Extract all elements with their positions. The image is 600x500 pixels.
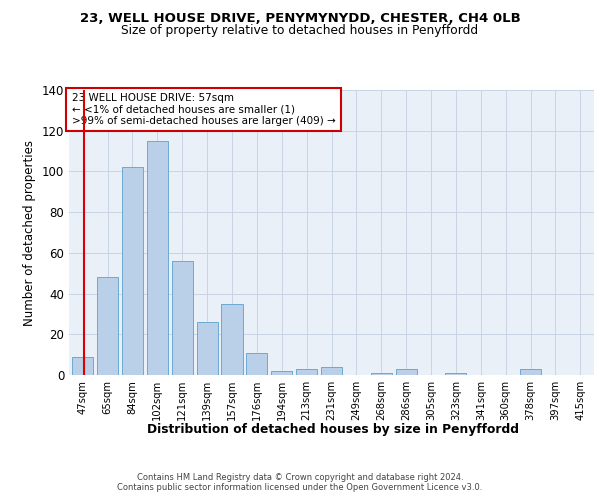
- Bar: [271, 371, 292, 375]
- Bar: [296, 369, 317, 375]
- Bar: [72, 356, 93, 375]
- Bar: [520, 369, 541, 375]
- Bar: [445, 373, 466, 375]
- Bar: [246, 352, 268, 375]
- Bar: [221, 304, 242, 375]
- Text: 23 WELL HOUSE DRIVE: 57sqm
← <1% of detached houses are smaller (1)
>99% of semi: 23 WELL HOUSE DRIVE: 57sqm ← <1% of deta…: [71, 93, 335, 126]
- Text: Size of property relative to detached houses in Penyffordd: Size of property relative to detached ho…: [121, 24, 479, 37]
- Text: Contains public sector information licensed under the Open Government Licence v3: Contains public sector information licen…: [118, 484, 482, 492]
- Text: 23, WELL HOUSE DRIVE, PENYMYNYDD, CHESTER, CH4 0LB: 23, WELL HOUSE DRIVE, PENYMYNYDD, CHESTE…: [80, 12, 520, 26]
- Bar: [371, 373, 392, 375]
- Bar: [97, 278, 118, 375]
- Bar: [172, 261, 193, 375]
- Bar: [122, 168, 143, 375]
- Bar: [197, 322, 218, 375]
- Bar: [395, 369, 417, 375]
- Bar: [147, 141, 168, 375]
- Text: Distribution of detached houses by size in Penyffordd: Distribution of detached houses by size …: [147, 422, 519, 436]
- Bar: [321, 367, 342, 375]
- Y-axis label: Number of detached properties: Number of detached properties: [23, 140, 36, 326]
- Text: Contains HM Land Registry data © Crown copyright and database right 2024.: Contains HM Land Registry data © Crown c…: [137, 472, 463, 482]
